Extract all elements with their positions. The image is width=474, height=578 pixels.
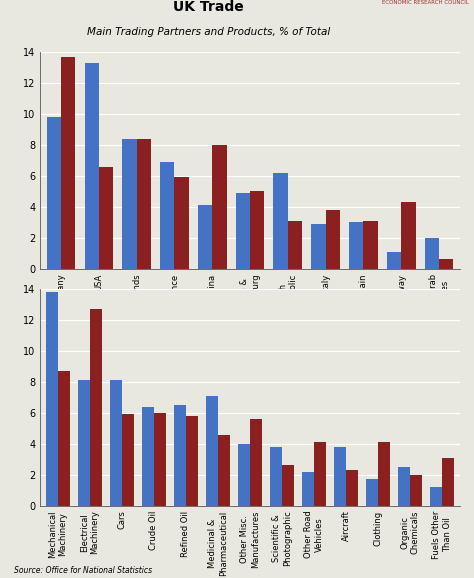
- Bar: [398, 467, 410, 506]
- Bar: [334, 447, 346, 506]
- Bar: [160, 162, 174, 269]
- Bar: [401, 202, 416, 269]
- Bar: [288, 221, 302, 269]
- Bar: [174, 177, 189, 269]
- Text: Main Trading Partners and Products, % of Total: Main Trading Partners and Products, % of…: [87, 27, 330, 37]
- Bar: [282, 465, 294, 506]
- Bar: [238, 444, 250, 506]
- Bar: [349, 223, 364, 269]
- Bar: [212, 145, 227, 269]
- Bar: [326, 210, 340, 269]
- Bar: [273, 173, 288, 269]
- Bar: [250, 419, 262, 506]
- Text: UK Trade: UK Trade: [173, 0, 244, 14]
- Bar: [110, 380, 122, 506]
- Bar: [410, 475, 422, 506]
- Bar: [137, 139, 151, 269]
- Bar: [47, 117, 61, 269]
- Bar: [378, 442, 390, 506]
- Bar: [61, 57, 75, 269]
- Bar: [311, 224, 326, 269]
- Bar: [364, 221, 378, 269]
- Bar: [425, 238, 439, 269]
- Bar: [439, 260, 453, 269]
- Bar: [122, 414, 134, 506]
- Bar: [198, 205, 212, 269]
- Bar: [302, 472, 314, 506]
- Bar: [442, 458, 455, 506]
- Bar: [58, 371, 70, 506]
- Bar: [78, 380, 90, 506]
- Bar: [46, 292, 58, 506]
- Bar: [90, 309, 102, 506]
- Bar: [270, 447, 282, 506]
- Text: ECONOMIC RESEARCH COUNCIL: ECONOMIC RESEARCH COUNCIL: [383, 0, 469, 5]
- Text: Source: Office for National Statistics: Source: Office for National Statistics: [14, 566, 152, 575]
- Bar: [122, 139, 137, 269]
- Bar: [142, 407, 154, 506]
- Bar: [366, 479, 378, 506]
- Bar: [218, 435, 230, 506]
- Bar: [430, 487, 442, 506]
- Bar: [236, 193, 250, 269]
- Bar: [250, 191, 264, 269]
- Bar: [346, 470, 358, 506]
- Bar: [206, 396, 218, 506]
- Bar: [387, 252, 401, 269]
- Bar: [84, 63, 99, 269]
- Bar: [99, 166, 113, 269]
- Bar: [314, 442, 326, 506]
- Bar: [186, 416, 198, 506]
- Bar: [154, 413, 166, 506]
- Bar: [174, 405, 186, 506]
